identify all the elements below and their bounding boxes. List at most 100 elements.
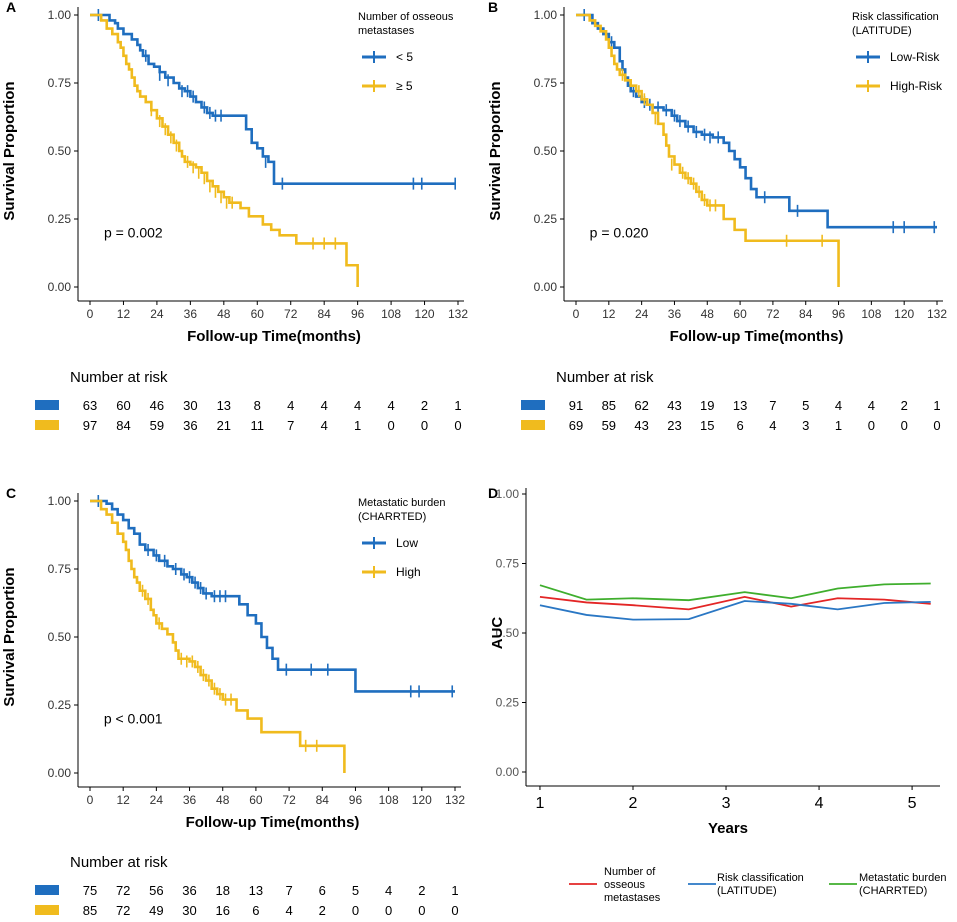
risk-count: 4: [387, 398, 394, 413]
x-tick-label: 96: [349, 793, 363, 807]
y-tick-label: 0.75: [48, 76, 72, 90]
x-tick-label: 0: [87, 307, 94, 321]
x-tick-label: 132: [927, 307, 947, 321]
risk-count: 75: [83, 883, 97, 898]
survival-curve-group1: [576, 13, 937, 229]
legend-label: High: [396, 565, 421, 579]
x-tick-label: 108: [379, 793, 399, 807]
risk-count: 4: [835, 398, 842, 413]
y-axis-title: Survival Proportion: [487, 81, 504, 220]
legend-title: Number of osseous: [358, 11, 454, 23]
y-tick-label: 0.25: [534, 212, 558, 226]
survival-curve-group1: [90, 13, 456, 185]
x-tick-label: 24: [635, 307, 649, 321]
x-tick-label: 84: [318, 307, 332, 321]
risk-count: 85: [83, 903, 97, 918]
risk-count: 7: [285, 883, 292, 898]
risk-count: 72: [116, 903, 130, 918]
risk-count: 2: [901, 398, 908, 413]
risk-row-swatch: [35, 905, 59, 915]
risk-row-swatch: [35, 400, 59, 410]
risk-count: 4: [321, 418, 328, 433]
y-tick-label: 0.50: [48, 630, 72, 644]
survival-curve-group1: [90, 499, 455, 693]
auc-line-lineblue: [539, 600, 931, 621]
risk-count: 0: [933, 418, 940, 433]
y-tick-label: 1.00: [534, 8, 558, 22]
risk-count: 0: [454, 418, 461, 433]
x-tick-label: 120: [412, 793, 432, 807]
x-tick-label: 0: [87, 793, 94, 807]
panel-c-km-metastatic-burden: C0.000.250.500.751.000 12 24 36 48 60 72 84 96 10…: [1, 485, 465, 918]
risk-count: 3: [802, 418, 809, 433]
x-tick-label: 3: [722, 795, 731, 812]
risk-count: 43: [667, 398, 681, 413]
x-tick-label: 36: [183, 793, 197, 807]
x-axis-title: Follow-up Time(months): [186, 814, 360, 831]
survival-curve-group2: [576, 13, 840, 287]
y-axis-title: Survival Proportion: [1, 81, 18, 220]
panel-label: A: [6, 0, 16, 15]
legend-label: High-Risk: [890, 79, 943, 93]
risk-count: 0: [385, 903, 392, 918]
auc-line-green: [539, 582, 931, 602]
y-tick-label: 0.75: [48, 562, 72, 576]
risk-count: 1: [933, 398, 940, 413]
x-tick-label: 12: [117, 307, 131, 321]
risk-count: 1: [454, 398, 461, 413]
risk-count: 2: [418, 883, 425, 898]
risk-count: 59: [150, 418, 164, 433]
y-tick-label: 0.00: [534, 280, 558, 294]
x-tick-label: 12: [602, 307, 616, 321]
risk-count: 91: [569, 398, 583, 413]
x-tick-label: 96: [351, 307, 365, 321]
panel-d-auc-over-years: D 0.00 0.25 0.50 0.75 1.00 1 2 3 4 5 Years AUC Number…: [488, 485, 946, 904]
p-value: p = 0.002: [104, 225, 163, 241]
risk-count: 46: [150, 398, 164, 413]
x-axis-title: Follow-up Time(months): [187, 328, 361, 345]
y-tick-label: 0.25: [48, 212, 72, 226]
x-axis-title: Years: [708, 820, 748, 837]
risk-count: 59: [602, 418, 616, 433]
x-tick-label: 132: [448, 307, 468, 321]
risk-count: 85: [602, 398, 616, 413]
legend-title: metastases: [358, 25, 415, 37]
panel-label: B: [488, 0, 498, 15]
x-tick-label: 108: [381, 307, 401, 321]
risk-count: 36: [183, 418, 197, 433]
risk-count: 5: [802, 398, 809, 413]
x-tick-label: 120: [894, 307, 914, 321]
x-tick-label: 72: [284, 307, 298, 321]
risk-count: 63: [83, 398, 97, 413]
panel-label: D: [488, 485, 498, 501]
x-tick-label: 84: [799, 307, 813, 321]
risk-count: 36: [182, 883, 196, 898]
x-tick-label: 5: [908, 795, 917, 812]
x-tick-label: 72: [282, 793, 296, 807]
risk-table-title: Number at risk: [70, 854, 168, 871]
legend-label: Low-Risk: [890, 50, 940, 64]
legend-label: osseous: [604, 879, 645, 891]
y-tick-label: 0.25: [496, 696, 520, 710]
y-tick-label: 0.00: [48, 766, 72, 780]
y-tick-label: 0.75: [496, 557, 520, 571]
x-tick-label: 120: [415, 307, 435, 321]
risk-count: 1: [451, 883, 458, 898]
panel-b-km-risk-classification: B0.000.250.500.751.000 12 24 36 48 60 72 84 96 10…: [487, 0, 947, 433]
risk-row-swatch: [521, 420, 545, 430]
risk-count: 8: [254, 398, 261, 413]
risk-count: 4: [354, 398, 361, 413]
x-axis-title: Follow-up Time(months): [670, 328, 844, 345]
risk-count: 56: [149, 883, 163, 898]
risk-table-title: Number at risk: [70, 369, 168, 386]
risk-count: 84: [116, 418, 130, 433]
x-tick-label: 60: [251, 307, 265, 321]
x-tick-label: 60: [733, 307, 747, 321]
risk-count: 60: [116, 398, 130, 413]
x-tick-label: 36: [668, 307, 682, 321]
risk-count: 15: [700, 418, 714, 433]
risk-count: 30: [182, 903, 196, 918]
x-tick-label: 96: [832, 307, 846, 321]
legend-title: (LATITUDE): [852, 25, 912, 37]
risk-count: 72: [116, 883, 130, 898]
